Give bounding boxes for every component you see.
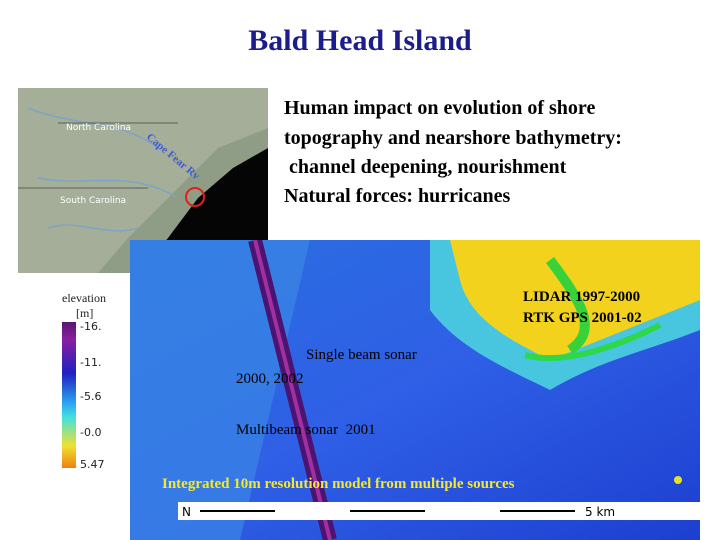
annotation: 2000, 2002 — [236, 371, 304, 387]
colorbar-unit: [m] — [76, 306, 94, 320]
bathymetry-map: N 5 km — [130, 240, 700, 540]
colorbar-tick: -5.6 — [80, 390, 102, 403]
colorbar-tick: -16. — [80, 320, 102, 333]
annotation: Integrated 10m resolution model from mul… — [162, 476, 515, 492]
annotation: LIDAR 1997-2000 — [523, 289, 641, 305]
site-marker — [185, 187, 205, 207]
colorbar-tick: -11. — [80, 356, 102, 369]
annotation: Multibeam sonar 2001 — [236, 422, 376, 438]
map-label: North Carolina — [66, 123, 131, 133]
colorbar-tick: -0.0 — [80, 426, 102, 439]
colorbar — [62, 322, 76, 468]
annotation: RTK GPS 2001-02 — [523, 310, 642, 326]
north-label: N — [182, 505, 191, 519]
colorbar-tick: 5.47 — [80, 458, 105, 471]
description-line: topography and nearshore bathymetry: — [284, 127, 622, 149]
description-line: Natural forces: hurricanes — [284, 185, 511, 207]
slide-title: Bald Head Island — [248, 24, 472, 57]
scale-label: 5 km — [585, 505, 615, 519]
colorbar-title: elevation — [62, 291, 106, 305]
description-line: Human impact on evolution of shore — [284, 97, 596, 119]
annotation: Single beam sonar — [306, 347, 417, 363]
map-label: South Carolina — [60, 196, 126, 206]
description-line: channel deepening, nourishment — [284, 156, 567, 178]
